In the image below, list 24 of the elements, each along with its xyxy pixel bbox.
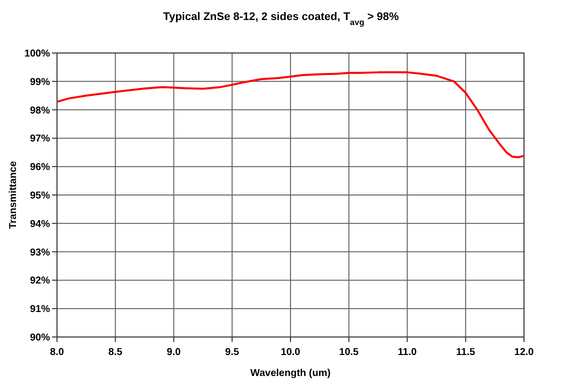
y-tick-label: 96% bbox=[30, 162, 50, 174]
x-tick-label: 9.5 bbox=[225, 347, 240, 358]
y-tick-label: 91% bbox=[30, 304, 50, 316]
y-tick-label: 93% bbox=[30, 247, 50, 258]
x-tick-label: 12.0 bbox=[514, 347, 534, 358]
y-tick-label: 99% bbox=[30, 76, 50, 88]
x-tick-label: 11.0 bbox=[398, 347, 418, 358]
y-tick-label: 98% bbox=[30, 105, 50, 116]
x-tick-label: 11.5 bbox=[456, 347, 476, 358]
line-series bbox=[56, 71, 525, 158]
y-tick-label: 97% bbox=[30, 134, 50, 145]
x-tick-label: 10.5 bbox=[339, 347, 360, 358]
y-tick-label: 95% bbox=[30, 190, 50, 202]
x-tick-label: 9.0 bbox=[166, 347, 182, 358]
x-axis-title: Wavelength (um) bbox=[250, 368, 331, 379]
x-tick-label: 8.5 bbox=[108, 347, 123, 358]
y-axis-title: Transmittance bbox=[8, 160, 19, 229]
y-tick-label: 92% bbox=[30, 276, 50, 287]
chart-title: Typical ZnSe 8-12, 2 sides coated, T$_{avg}$ > 98% bbox=[163, 11, 400, 26]
y-tick-label: 94% bbox=[30, 218, 50, 230]
x-tick-label: 8.0 bbox=[50, 347, 64, 358]
x-tick-label: 10.0 bbox=[280, 347, 301, 358]
y-tick-label: 100% bbox=[24, 48, 50, 60]
y-tick-label: 90% bbox=[30, 332, 50, 344]
